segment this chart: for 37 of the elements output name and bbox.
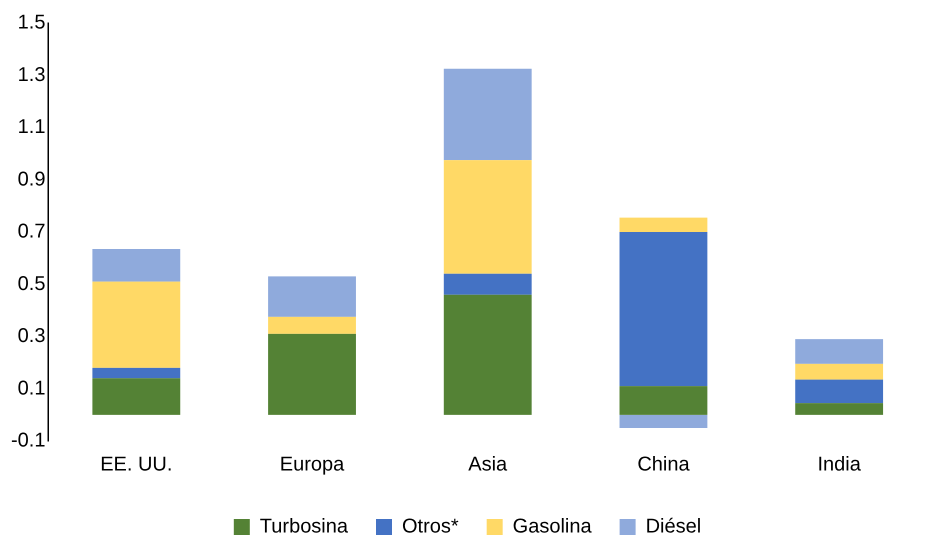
y-tick-label: 0.9 (18, 168, 46, 190)
x-tick-label: Asia (468, 454, 508, 476)
bar (795, 403, 884, 415)
y-tick-label: 0.1 (18, 377, 46, 400)
x-tick-label: China (637, 454, 690, 476)
x-tick-label: Europa (280, 454, 346, 476)
bar (620, 218, 708, 232)
legend-label: Turbosina (260, 516, 349, 538)
y-tick-label: 1.1 (18, 116, 46, 138)
bar (444, 160, 532, 274)
bar (92, 248, 180, 282)
bar (795, 364, 884, 380)
bar (92, 368, 180, 378)
y-tick-label: 1.3 (18, 64, 46, 86)
bar (444, 68, 532, 160)
x-tick-label: EE. UU. (100, 454, 172, 476)
y-tick-label: 0.5 (18, 272, 46, 295)
bar (92, 378, 180, 415)
bar (620, 386, 708, 415)
y-tick-label: 0.7 (18, 220, 46, 243)
bar (620, 414, 708, 428)
x-tick-label: India (817, 454, 862, 476)
bar (444, 294, 532, 415)
y-tick-label: -0.1 (10, 430, 46, 452)
legend-label: Diésel (646, 516, 702, 538)
bar (268, 316, 356, 334)
bar (268, 334, 356, 415)
legend-label: Otros* (402, 516, 459, 538)
bar (795, 339, 884, 364)
legend-label: Gasolina (512, 516, 592, 538)
y-tick-label: 0.3 (18, 325, 46, 348)
bar (444, 274, 532, 295)
bar (620, 232, 708, 386)
bar (268, 276, 356, 317)
bar (795, 380, 884, 404)
y-tick-label: 1.5 (18, 12, 46, 34)
bar (92, 282, 180, 368)
